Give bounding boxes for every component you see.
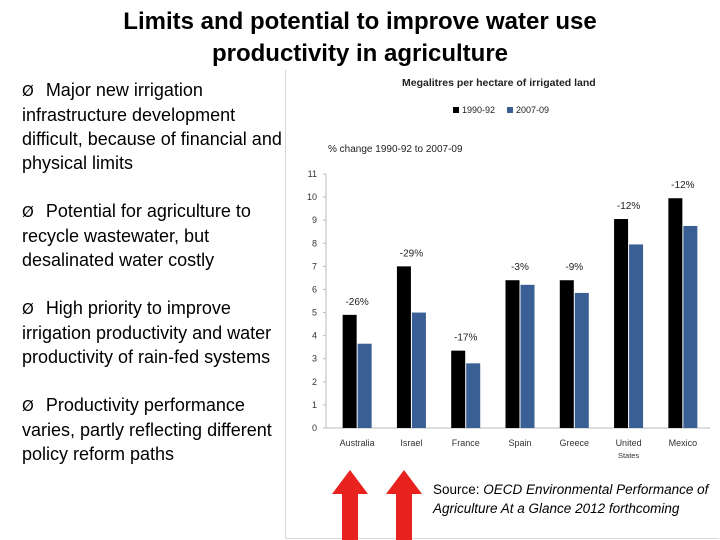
title-line-2: productivity in agriculture: [211, 40, 509, 67]
pct-change-label: -9%: [565, 262, 583, 273]
source-prefix: Source:: [433, 482, 484, 497]
bar-1990-92: [505, 280, 520, 428]
source-citation: OECD Environmental Performance of Agricu…: [433, 482, 709, 516]
x-tick-label: France: [452, 438, 480, 448]
bullet-text: High priority to improve irrigation prod…: [22, 298, 272, 367]
bar-1990-92: [614, 219, 629, 428]
bullet-item: Ø High priority to improve irrigation pro…: [22, 296, 284, 369]
x-tick-label: Israel: [400, 438, 422, 448]
x-tick-label: Australia: [340, 438, 375, 448]
y-tick-label: 10: [307, 192, 317, 202]
legend-label: 2007-09: [516, 105, 549, 115]
bar-2007-09: [520, 284, 535, 428]
pct-change-label: -12%: [617, 201, 640, 212]
legend-swatch: [507, 107, 513, 113]
bar-2007-09: [629, 244, 644, 428]
y-tick-label: 8: [312, 238, 317, 248]
bullet-item: Ø Productivity performance varies, partly…: [22, 393, 284, 466]
bullet-arrow-icon: Ø: [22, 397, 34, 415]
legend-swatch: [453, 107, 459, 113]
bullet-arrow-icon: Ø: [22, 203, 34, 221]
pct-change-label: -3%: [511, 262, 529, 273]
bar-1990-92: [559, 280, 574, 428]
bar-2007-09: [466, 363, 481, 428]
source-note: Source: OECD Environmental Performance o…: [433, 480, 720, 518]
y-tick-label: 0: [312, 423, 317, 433]
y-tick-label: 4: [312, 331, 317, 341]
bar-chart: Megalitres per hectare of irrigated land…: [307, 77, 710, 460]
bar-2007-09: [357, 343, 372, 428]
bar-2007-09: [683, 225, 698, 428]
bar-1990-92: [342, 314, 357, 428]
y-tick-label: 6: [312, 284, 317, 294]
red-up-arrow-icon: [332, 470, 368, 540]
bar-1990-92: [668, 198, 683, 428]
y-tick-label: 5: [312, 308, 317, 318]
bar-2007-09: [411, 312, 426, 428]
bullet-arrow-icon: Ø: [22, 82, 34, 100]
bar-1990-92: [396, 266, 411, 428]
bullet-item: Ø Potential for agriculture to recycle wa…: [22, 199, 284, 272]
y-tick-label: 7: [312, 261, 317, 271]
x-tick-label: Mexico: [669, 438, 698, 448]
red-up-arrow-icon: [386, 470, 422, 540]
pct-change-label: -29%: [400, 248, 423, 259]
x-tick-label: United: [616, 438, 642, 448]
y-tick-label: 2: [312, 377, 317, 387]
bullet-text: Major new irrigation infrastructure deve…: [22, 80, 282, 173]
chart-title: Megalitres per hectare of irrigated land: [402, 77, 596, 89]
chart-subtitle: % change 1990-92 to 2007-09: [328, 144, 463, 155]
bullet-text: Potential for agriculture to recycle was…: [22, 201, 251, 270]
y-tick-label: 9: [312, 215, 317, 225]
x-tick-label: States: [618, 451, 640, 460]
y-tick-label: 11: [308, 169, 317, 179]
bar-1990-92: [451, 350, 466, 428]
bullet-arrow-icon: Ø: [22, 300, 34, 318]
y-tick-label: 1: [312, 400, 317, 410]
chart-frame: [285, 70, 719, 539]
x-tick-label: Greece: [560, 438, 590, 448]
legend-label: 1990-92: [462, 105, 495, 115]
slide-title: Limits and potential to improve water us…: [0, 6, 720, 70]
bullet-text: Productivity performance varies, partly …: [22, 395, 272, 464]
bullet-item: Ø Major new irrigation infrastructure dev…: [22, 78, 284, 175]
bar-2007-09: [574, 292, 589, 428]
bullet-list: Ø Major new irrigation infrastructure dev…: [22, 78, 284, 490]
pct-change-label: -26%: [345, 297, 368, 308]
pct-change-label: -12%: [671, 180, 694, 191]
x-tick-label: Spain: [508, 438, 531, 448]
title-line-1: Limits and potential to improve water us…: [123, 8, 597, 35]
pct-change-label: -17%: [454, 333, 477, 344]
y-tick-label: 3: [312, 354, 317, 364]
